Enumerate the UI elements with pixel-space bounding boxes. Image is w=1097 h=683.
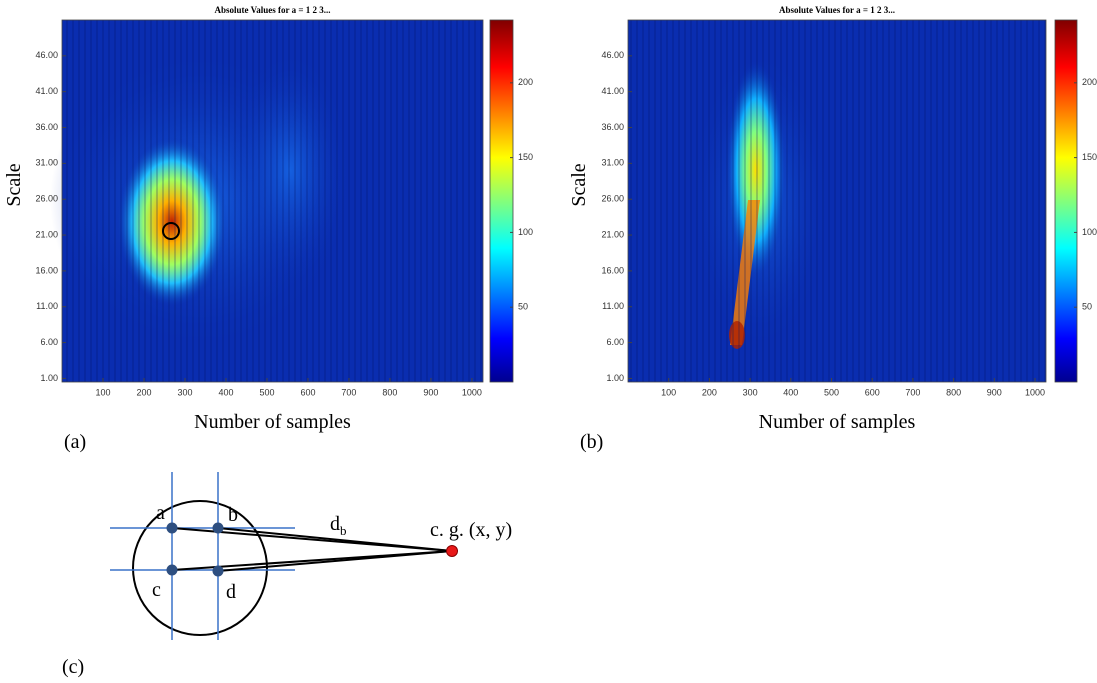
y-tick-label: 26.00 bbox=[35, 194, 58, 204]
colorbar bbox=[489, 19, 514, 383]
x-tick-label: 600 bbox=[300, 387, 315, 397]
colorbar bbox=[1054, 19, 1078, 383]
x-tick-label: 1000 bbox=[462, 387, 482, 397]
y-tick-label: 46.00 bbox=[601, 50, 624, 60]
diagram: a b c d db c. g. (x, y) (c) bbox=[62, 472, 512, 678]
circle bbox=[132, 500, 268, 636]
chart-title: Absolute Values for a = 1 2 3... bbox=[779, 5, 895, 15]
x-axis-label: Number of samples bbox=[194, 411, 351, 433]
y-tick-label: 1.00 bbox=[40, 373, 58, 383]
plot-frame bbox=[627, 19, 1047, 383]
heatmap-image-b bbox=[628, 20, 1046, 382]
x-tick-label: 200 bbox=[702, 387, 717, 397]
x-tick-label: 100 bbox=[661, 387, 676, 397]
y-tick-label: 16.00 bbox=[601, 265, 624, 275]
centroid-label: c. g. (x, y) bbox=[430, 519, 512, 541]
y-tick-label: 6.00 bbox=[40, 337, 58, 347]
y-axis-label: Scale bbox=[568, 163, 590, 206]
points bbox=[166, 522, 224, 577]
panel-label: (a) bbox=[64, 431, 86, 453]
centroid-point bbox=[446, 545, 458, 557]
colorbar-tick-label: 150 bbox=[518, 152, 533, 162]
x-tick-label: 300 bbox=[743, 387, 758, 397]
marker-circle bbox=[162, 222, 180, 240]
distance-lines bbox=[171, 527, 453, 572]
x-tick-label: 800 bbox=[946, 387, 961, 397]
y-tick-label: 31.00 bbox=[601, 158, 624, 168]
y-tick-label: 36.00 bbox=[601, 122, 624, 132]
x-tick-label: 900 bbox=[987, 387, 1002, 397]
colorbar-tick-label: 50 bbox=[518, 302, 528, 312]
x-tick-label: 900 bbox=[423, 387, 438, 397]
distance-subscript: b bbox=[340, 523, 347, 538]
y-tick-label: 16.00 bbox=[35, 265, 58, 275]
heatmap-image-a bbox=[50, 20, 483, 382]
x-tick-label: 500 bbox=[824, 387, 839, 397]
x-tick-label: 800 bbox=[382, 387, 397, 397]
plot-frame bbox=[61, 19, 484, 383]
point-label: c bbox=[152, 579, 161, 601]
distance-label: db bbox=[330, 513, 347, 538]
y-tick-label: 31.00 bbox=[35, 158, 58, 168]
x-axis-label: Number of samples bbox=[759, 411, 916, 433]
x-tick-label: 200 bbox=[136, 387, 151, 397]
distance-symbol: d bbox=[330, 513, 340, 535]
y-tick-label: 41.00 bbox=[601, 86, 624, 96]
x-tick-label: 700 bbox=[341, 387, 356, 397]
x-tick-label: 500 bbox=[259, 387, 274, 397]
y-tick-label: 11.00 bbox=[36, 301, 58, 311]
point-label: a bbox=[156, 502, 165, 524]
colorbar-tick-label: 200 bbox=[518, 77, 533, 87]
colorbar-tick-label: 100 bbox=[518, 227, 533, 237]
x-tick-label: 300 bbox=[177, 387, 192, 397]
x-tick-label: 400 bbox=[218, 387, 233, 397]
x-tick-label: 1000 bbox=[1025, 387, 1045, 397]
colorbar-tick-label: 200 bbox=[1082, 77, 1097, 87]
y-tick-label: 46.00 bbox=[35, 50, 58, 60]
y-tick-label: 41.00 bbox=[35, 86, 58, 96]
y-tick-label: 21.00 bbox=[35, 229, 58, 239]
panel-label: (b) bbox=[580, 431, 603, 453]
y-tick-label: 11.00 bbox=[602, 301, 624, 311]
y-tick-label: 36.00 bbox=[35, 122, 58, 132]
y-tick-label: 26.00 bbox=[601, 194, 624, 204]
y-tick-label: 1.00 bbox=[606, 373, 624, 383]
point-label: b bbox=[228, 504, 238, 526]
colorbar-tick-label: 100 bbox=[1082, 227, 1097, 237]
point-label: d bbox=[226, 581, 236, 603]
x-tick-label: 400 bbox=[783, 387, 798, 397]
x-tick-label: 100 bbox=[95, 387, 110, 397]
y-tick-label: 21.00 bbox=[601, 229, 624, 239]
grid-lines bbox=[110, 472, 295, 640]
colorbar-tick-label: 50 bbox=[1082, 302, 1092, 312]
panel-label: (c) bbox=[62, 656, 84, 678]
y-axis-label: Scale bbox=[3, 163, 25, 206]
x-tick-label: 700 bbox=[905, 387, 920, 397]
x-tick-label: 600 bbox=[865, 387, 880, 397]
colorbar-tick-label: 150 bbox=[1082, 152, 1097, 162]
chart-title: Absolute Values for a = 1 2 3... bbox=[215, 5, 331, 15]
y-tick-label: 6.00 bbox=[606, 337, 624, 347]
